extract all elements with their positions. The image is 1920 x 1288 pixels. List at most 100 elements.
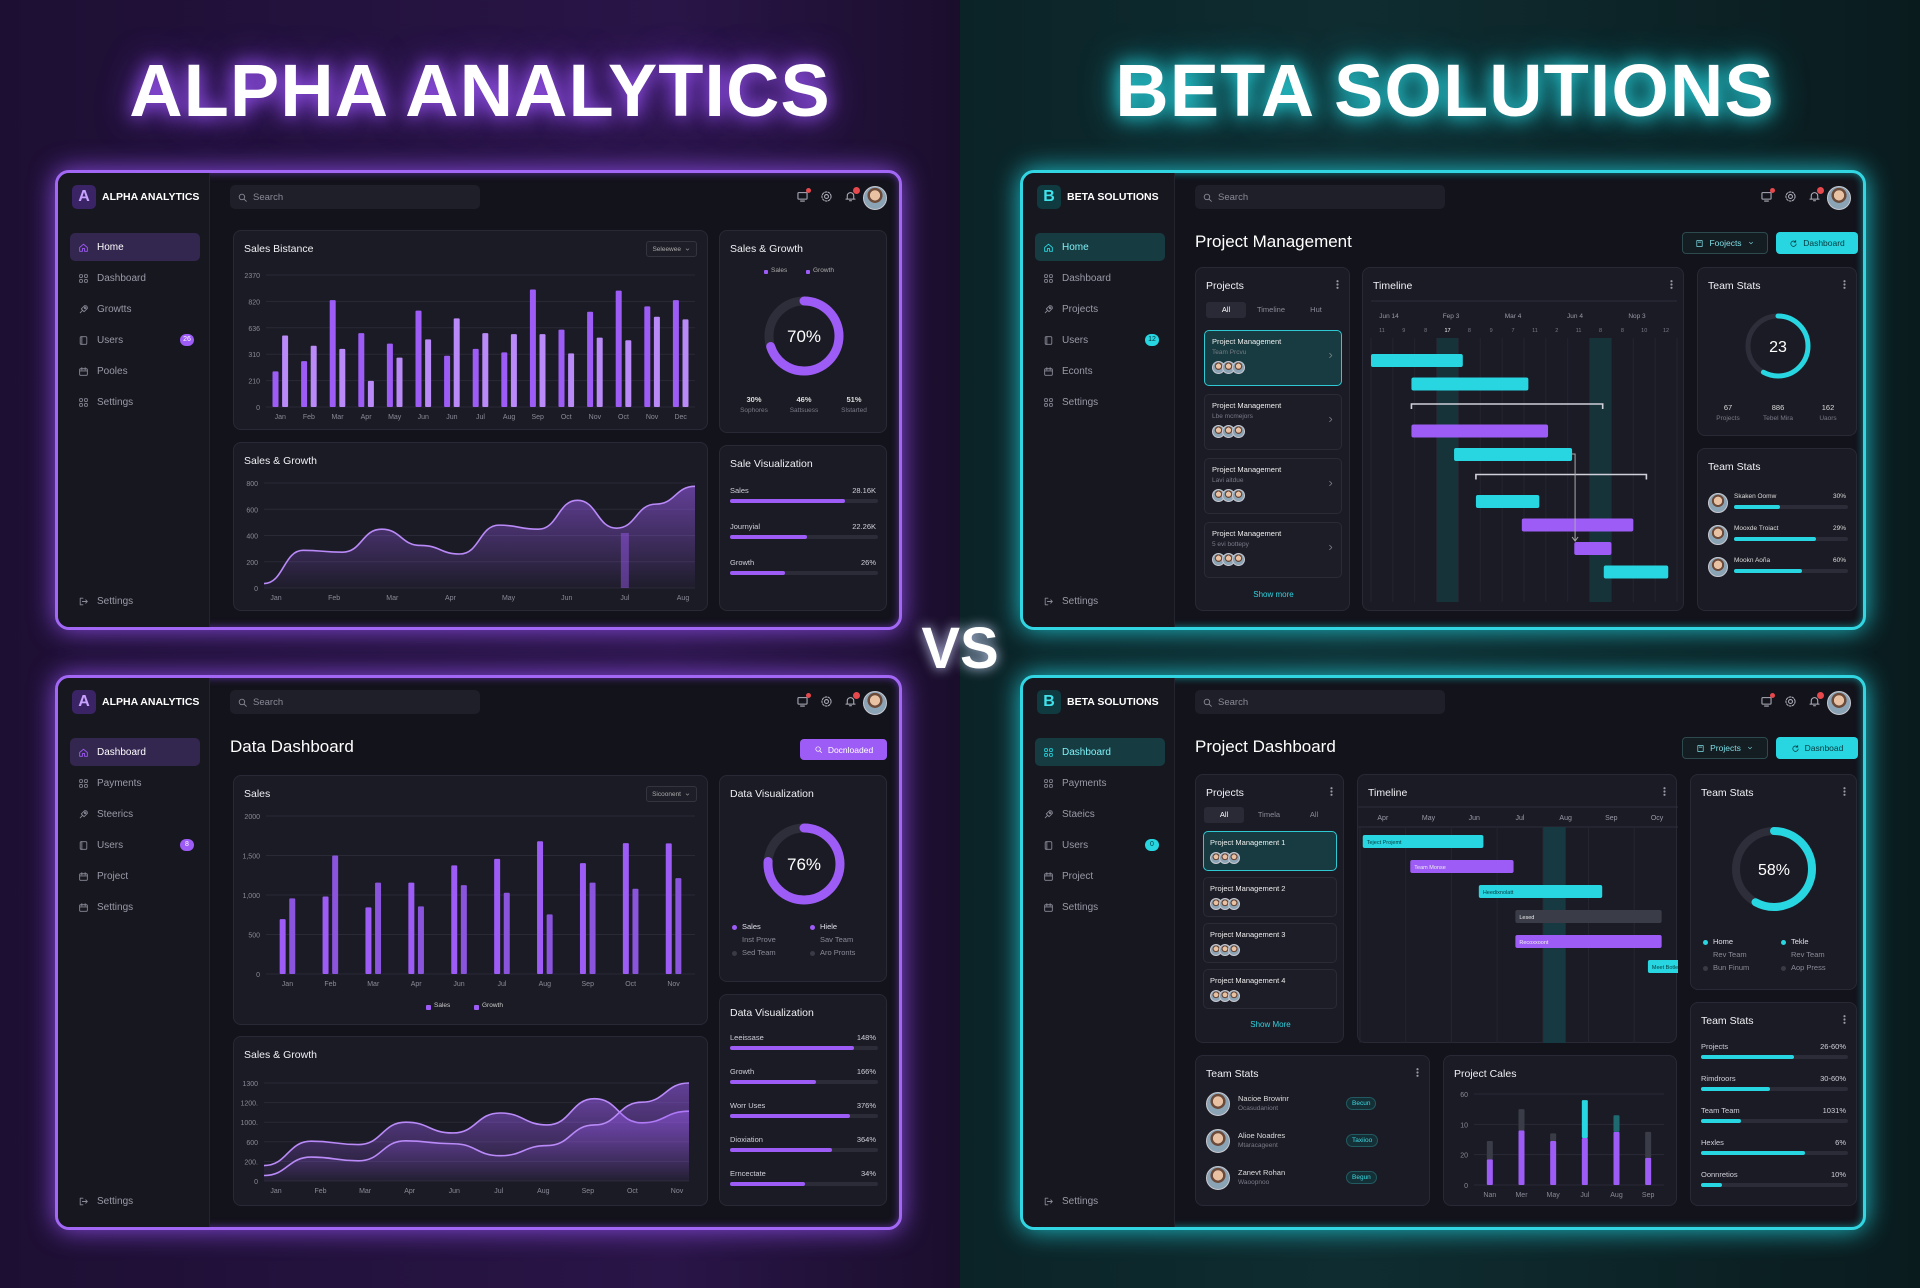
project-item[interactable]: Project Management Lbe mcmejors: [1204, 394, 1342, 450]
sidebar-item-growtts[interactable]: Growtts: [70, 295, 200, 323]
sidebar-item-settings[interactable]: Settings: [70, 893, 200, 921]
primary-action-button[interactable]: Dashboard: [1776, 232, 1858, 254]
search-bar[interactable]: Search: [230, 185, 480, 209]
sidebar-item-payments[interactable]: Payments: [70, 769, 200, 797]
gear-icon[interactable]: [820, 695, 833, 708]
sidebar-item-staeics[interactable]: Staeics: [1035, 800, 1165, 828]
user-avatar[interactable]: [1827, 186, 1851, 210]
sidebar-item-dashboard[interactable]: Dashboard: [70, 264, 200, 292]
project-name: Project Management: [1212, 337, 1282, 346]
sidebar-item-settings[interactable]: Settings: [1035, 388, 1165, 416]
sales-bar-card: Sales Bistance Seleewee 0 210 310 636 820 2370 J…: [233, 230, 708, 430]
primary-action-button[interactable]: Docnloaded: [800, 739, 887, 760]
kebab-icon[interactable]: [1326, 786, 1337, 797]
sidebar-item-users[interactable]: Users 12: [1035, 326, 1165, 354]
tab-hut[interactable]: Hut: [1310, 305, 1322, 314]
sidebar-item-footer-settings[interactable]: Settings: [1035, 587, 1165, 615]
sidebar-item-footer-settings[interactable]: Settings: [70, 1187, 200, 1215]
monitor-icon[interactable]: [1760, 188, 1775, 203]
x-tick-label: Oct: [561, 414, 572, 421]
search-input[interactable]: Search: [1218, 191, 1249, 203]
bell-icon[interactable]: [844, 187, 860, 203]
project-item[interactable]: Project Management 1: [1203, 831, 1337, 871]
sidebar-item-dashboard[interactable]: Dashboard: [1035, 264, 1165, 292]
gear-icon[interactable]: [1784, 695, 1797, 708]
x-tick-label: Feb: [303, 414, 315, 421]
sidebar-item-settings[interactable]: Settings: [70, 388, 200, 416]
search-icon: [237, 697, 248, 708]
tab-all[interactable]: All: [1206, 302, 1246, 318]
project-item[interactable]: Project Management 5 evi bottepy: [1204, 522, 1342, 578]
project-item[interactable]: Project Management 3: [1203, 923, 1337, 963]
search-bar[interactable]: Search: [1195, 185, 1445, 209]
sidebar-item-dashboard[interactable]: Dashboard: [70, 738, 200, 766]
monitor-icon[interactable]: [796, 188, 811, 203]
search-input[interactable]: Search: [1218, 696, 1249, 708]
user-avatar[interactable]: [863, 186, 887, 210]
sidebar-item-home[interactable]: Home: [1035, 233, 1165, 261]
show-more-link[interactable]: Show more: [1253, 590, 1294, 599]
team-stats-donut-card: Team Stats 23 67 Projects 886 Tebel Mira 162 Ua…: [1697, 267, 1857, 436]
sidebar-item-econts[interactable]: Econts: [1035, 357, 1165, 385]
tab-all-2[interactable]: All: [1309, 810, 1319, 819]
project-name: Project Management 3: [1210, 930, 1286, 939]
x-tick-label: Nov: [646, 414, 659, 421]
x-tick-label: Nov: [671, 1188, 684, 1195]
bell-icon[interactable]: [1808, 187, 1824, 203]
kebab-icon[interactable]: [1666, 279, 1677, 290]
search-bar[interactable]: Search: [1195, 690, 1445, 714]
tab-timeline[interactable]: Timeline: [1256, 305, 1286, 314]
gear-icon[interactable]: [1784, 190, 1797, 203]
sidebar-item-steerics[interactable]: Steerics: [70, 800, 200, 828]
sidebar-item-project[interactable]: Project: [70, 862, 200, 890]
bell-icon[interactable]: [1808, 692, 1824, 708]
sidebar-item-dashboard[interactable]: Dashboard: [1035, 738, 1165, 766]
project-item[interactable]: Project Management 4: [1203, 969, 1337, 1009]
tab-timela-1[interactable]: Timela: [1257, 810, 1281, 819]
primary-action-button[interactable]: Dasnboad: [1776, 737, 1858, 759]
rocket-icon: [1043, 809, 1054, 820]
kebab-icon[interactable]: [1839, 279, 1850, 290]
kebab-icon[interactable]: [1839, 786, 1850, 797]
kebab-icon[interactable]: [1412, 1067, 1423, 1078]
y-tick-label: 800: [246, 481, 258, 488]
project-item[interactable]: Project Management Lavi aitdue: [1204, 458, 1342, 514]
search-input[interactable]: Search: [253, 696, 284, 708]
project-item[interactable]: Project Management 2: [1203, 877, 1337, 917]
sidebar-item-pooles[interactable]: Pooles: [70, 357, 200, 385]
avatar: [1228, 944, 1240, 956]
monitor-icon[interactable]: [1760, 693, 1775, 708]
projects-dropdown-button[interactable]: Projects: [1682, 737, 1768, 759]
monitor-icon[interactable]: [796, 693, 811, 708]
search-input[interactable]: Search: [253, 191, 284, 203]
sidebar-item-project[interactable]: Project: [1035, 862, 1165, 890]
bell-icon[interactable]: [844, 692, 860, 708]
sidebar-item-settings[interactable]: Settings: [1035, 893, 1165, 921]
kebab-icon[interactable]: [1659, 786, 1670, 797]
x-tick-label: Sep: [1642, 1192, 1655, 1199]
sidebar-item-home[interactable]: Home: [70, 233, 200, 261]
project-item[interactable]: Project Management Team Prcvu: [1204, 330, 1342, 386]
search-bar[interactable]: Search: [230, 690, 480, 714]
show-more-link[interactable]: Show More: [1250, 1020, 1291, 1029]
gear-icon[interactable]: [820, 190, 833, 203]
sidebar-item-users[interactable]: Users 26: [70, 326, 200, 354]
user-avatar[interactable]: [863, 691, 887, 715]
projects-dropdown-button[interactable]: Foojects: [1682, 232, 1768, 254]
y-tick-label: 0: [1464, 1183, 1468, 1190]
kebab-icon[interactable]: [1332, 279, 1343, 290]
sidebar-item-projects[interactable]: Projects: [1035, 295, 1165, 323]
avatar: [1232, 361, 1245, 374]
period-dropdown[interactable]: Seleewee: [646, 241, 697, 257]
tab-all-0[interactable]: All: [1204, 807, 1244, 823]
sidebar-item-users[interactable]: Users 0: [1035, 831, 1165, 859]
user-avatar[interactable]: [1827, 691, 1851, 715]
dropdown-value: Seleewee: [652, 245, 681, 253]
sidebar-item-payments[interactable]: Payments: [1035, 769, 1165, 797]
sidebar-item-footer-settings[interactable]: Settings: [70, 587, 200, 615]
kebab-icon[interactable]: [1839, 1014, 1850, 1025]
period-dropdown[interactable]: Sicoonent: [646, 786, 697, 802]
legend-label: Inst Prove: [742, 935, 776, 944]
sidebar-item-footer-settings[interactable]: Settings: [1035, 1187, 1165, 1215]
sidebar-item-users[interactable]: Users 8: [70, 831, 200, 859]
